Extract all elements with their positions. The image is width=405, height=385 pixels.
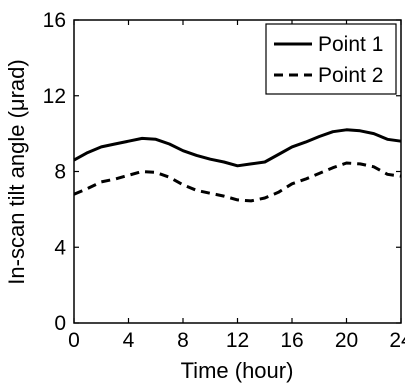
x-tick-label: 16 <box>280 329 303 352</box>
legend: Point 1 Point 2 <box>265 23 397 95</box>
x-tick-label: 4 <box>123 329 135 352</box>
legend-label-point-1: Point 1 <box>318 33 383 56</box>
series-layer <box>73 128 402 203</box>
series-line-point-1 <box>73 128 402 168</box>
y-tick-label: 0 <box>54 312 66 335</box>
y-tick-label: 8 <box>54 161 66 184</box>
axis-ticks: 0 4 8 12 16 20 24 0 4 8 12 16 <box>43 9 405 352</box>
x-tick-label: 0 <box>68 329 80 352</box>
x-tick-label: 12 <box>226 329 249 352</box>
x-tick-label: 8 <box>177 329 189 352</box>
y-tick-label: 16 <box>43 9 66 32</box>
series-line-point-2 <box>73 161 402 203</box>
legend-label-point-2: Point 2 <box>318 64 383 87</box>
y-tick-label: 4 <box>54 236 66 259</box>
y-axis-title: In-scan tilt angle (μrad) <box>4 59 29 284</box>
x-tick-label: 20 <box>335 329 358 352</box>
y-tick-label: 12 <box>43 85 66 108</box>
x-axis-title: Time (hour) <box>181 358 294 383</box>
x-tick-label: 24 <box>389 329 405 352</box>
legend-box <box>265 23 397 95</box>
